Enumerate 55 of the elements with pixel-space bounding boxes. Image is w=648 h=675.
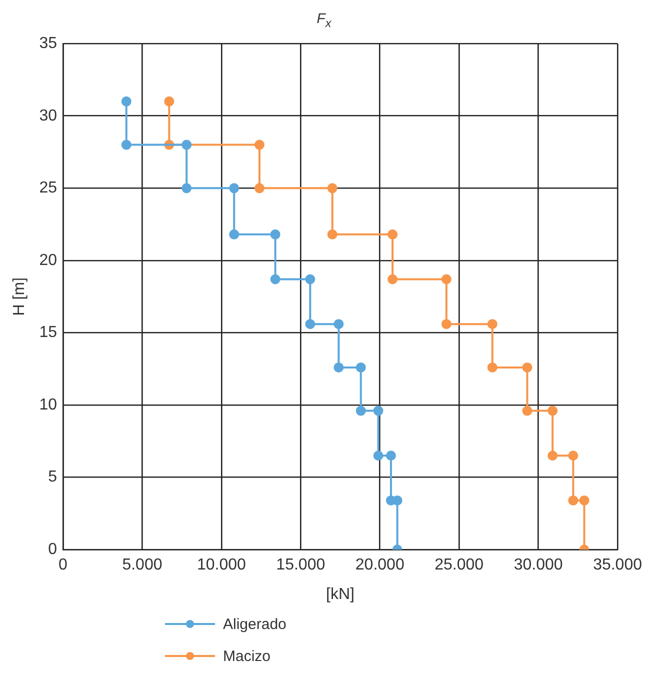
y-tick-label: 0: [48, 541, 58, 558]
point: [487, 319, 498, 330]
point: [373, 450, 384, 461]
x-tick-label: 20.000: [355, 556, 404, 574]
point: [254, 140, 264, 150]
point: [327, 229, 338, 240]
y-tick-label: 20: [39, 252, 58, 269]
point: [270, 274, 280, 284]
x-tick-label: 10.000: [196, 556, 246, 574]
y-tick-label: 35: [39, 35, 58, 52]
point: [388, 229, 398, 240]
x-tick-label: 35.000: [593, 556, 642, 574]
y-axis-title: H [m]: [11, 277, 28, 316]
point: [182, 140, 192, 150]
point: [305, 319, 316, 330]
point: [441, 319, 452, 330]
point: [254, 183, 264, 194]
chart-title: F$_{x}$: [316, 9, 332, 30]
point: [487, 362, 498, 372]
point: [386, 450, 396, 461]
x-tick-label: 15.000: [276, 556, 326, 574]
point: [356, 362, 366, 372]
point: [182, 183, 192, 194]
legend-label: Aligerado: [223, 616, 286, 632]
point: [229, 183, 240, 194]
point: [548, 450, 558, 461]
point: [356, 406, 366, 416]
point: [441, 274, 452, 284]
point: [548, 406, 558, 416]
y-tick-label: 5: [48, 468, 58, 486]
y-tick-label: 25: [39, 180, 58, 197]
y-tick-label: 10: [39, 396, 58, 414]
point: [579, 495, 590, 506]
x-tick-label: 25.000: [434, 556, 484, 574]
point: [305, 274, 316, 284]
x-tick-label: 30.000: [514, 556, 563, 574]
point: [334, 362, 344, 372]
point: [229, 229, 240, 240]
point: [568, 450, 578, 461]
point: [121, 96, 132, 106]
x-axis-title: [kN]: [326, 586, 354, 603]
point: [327, 183, 338, 194]
point: [164, 96, 174, 106]
point: [334, 319, 344, 330]
point: [522, 362, 532, 372]
point: [121, 140, 132, 150]
y-tick-label: 30: [39, 107, 58, 124]
y-tick-label: 15: [39, 324, 58, 342]
point: [270, 229, 280, 240]
point: [568, 495, 578, 506]
legend-label: Macizo: [223, 648, 271, 664]
point: [522, 406, 532, 416]
point: [373, 406, 384, 416]
x-tick-label: 5.000: [122, 556, 162, 574]
point: [388, 274, 398, 284]
